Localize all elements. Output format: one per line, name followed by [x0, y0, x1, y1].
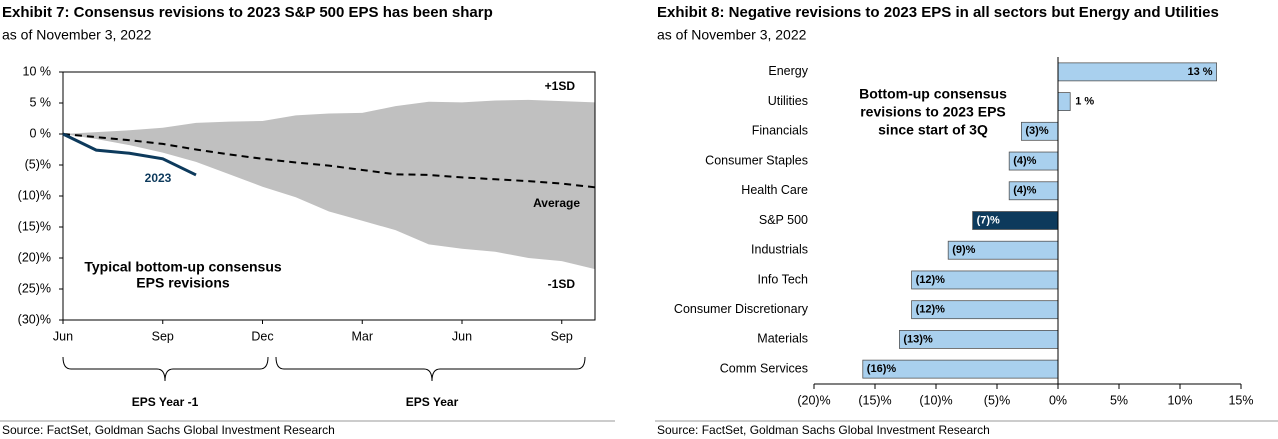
x-tick-label: (20)% — [797, 393, 830, 407]
value-label: 13 % — [1188, 66, 1213, 78]
category-label: Utilities — [768, 94, 808, 108]
annotation: revisions to 2023 EPS — [860, 104, 1006, 120]
category-label: S&P 500 — [759, 213, 808, 227]
category-label: Financials — [752, 124, 808, 138]
x-tick-label: (5)% — [984, 393, 1010, 407]
annotation: Typical bottom-up consensus — [84, 259, 282, 275]
annotation: EPS revisions — [136, 275, 230, 291]
x-tick-label: Sep — [152, 329, 174, 343]
x-tick-label: Mar — [351, 329, 373, 343]
value-label: (12)% — [916, 274, 946, 286]
category-label: Consumer Staples — [705, 153, 808, 167]
chart-title: Exhibit 7: Consensus revisions to 2023 S… — [2, 4, 493, 21]
category-label: Info Tech — [757, 272, 808, 286]
y-tick-label: (20)% — [18, 250, 51, 264]
x-tick-label: Jun — [452, 329, 472, 343]
y-tick-label: 0 % — [29, 126, 51, 140]
y-tick-label: 10 % — [23, 64, 52, 78]
value-label: (13)% — [903, 333, 933, 345]
x-tick-label: 5% — [1110, 393, 1128, 407]
category-label: Energy — [768, 64, 808, 78]
series-label: Average — [533, 196, 580, 210]
bracket — [62, 356, 269, 382]
x-tick-label: 15% — [1228, 393, 1253, 407]
annotation: Bottom-up consensus — [859, 86, 1007, 102]
series-label: 2023 — [145, 171, 172, 185]
y-tick-label: (25)% — [18, 281, 51, 295]
chart-title: Exhibit 8: Negative revisions to 2023 EP… — [657, 4, 1219, 21]
x-tick-label: 0% — [1049, 393, 1067, 407]
category-label: Comm Services — [720, 361, 808, 375]
value-label: (12)% — [916, 304, 946, 316]
band-area — [63, 134, 595, 270]
category-label: Materials — [757, 332, 808, 346]
bracket — [275, 356, 586, 382]
category-label: Health Care — [741, 183, 808, 197]
x-tick-label: Jun — [53, 329, 73, 343]
bracket-label: EPS Year — [406, 395, 459, 409]
value-label: (9)% — [952, 244, 975, 256]
value-label: (4)% — [1013, 185, 1036, 197]
value-label: (16)% — [867, 363, 897, 375]
x-tick-label: Dec — [251, 329, 273, 343]
source: Source: FactSet, Goldman Sachs Global In… — [657, 423, 990, 437]
value-label: (4)% — [1013, 155, 1036, 167]
bar — [1057, 92, 1071, 111]
annotation: since start of 3Q — [878, 122, 988, 138]
value-label: (7)% — [977, 214, 1000, 226]
value-label: 1 % — [1075, 95, 1094, 107]
chart-subtitle: as of November 3, 2022 — [657, 27, 807, 43]
category-label: Consumer Discretionary — [674, 302, 809, 316]
series-label: -1SD — [548, 277, 576, 291]
y-tick-label: (5)% — [25, 157, 51, 171]
value-label: (3)% — [1025, 125, 1048, 137]
category-label: Industrials — [751, 243, 808, 257]
x-tick-label: (10)% — [919, 393, 952, 407]
series-label: +1SD — [545, 79, 576, 93]
series-line — [62, 132, 197, 177]
y-tick-label: (15)% — [18, 219, 51, 233]
band-area — [63, 99, 595, 134]
x-tick-label: 10% — [1167, 393, 1192, 407]
bracket-label: EPS Year -1 — [132, 395, 199, 409]
chart-subtitle: as of November 3, 2022 — [2, 27, 152, 43]
x-tick-label: Sep — [551, 329, 573, 343]
y-tick-label: 5 % — [29, 95, 51, 109]
series-line — [62, 133, 596, 189]
source: Source: FactSet, Goldman Sachs Global In… — [2, 423, 335, 437]
y-tick-label: (30)% — [18, 312, 51, 326]
x-tick-label: (15)% — [858, 393, 891, 407]
y-tick-label: (10)% — [18, 188, 51, 202]
